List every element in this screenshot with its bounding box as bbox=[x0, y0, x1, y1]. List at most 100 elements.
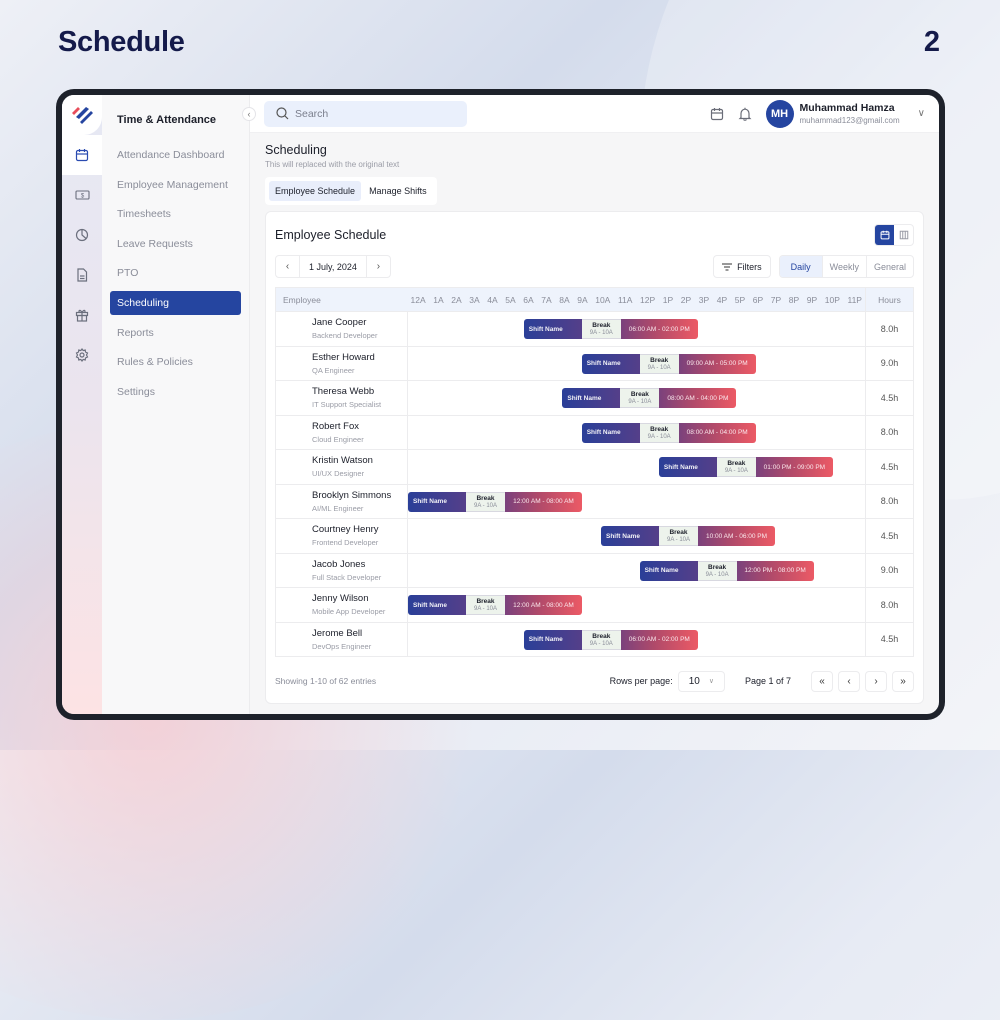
table-row[interactable]: Kristin Watson UI/UX Designer Shift Name… bbox=[275, 449, 914, 484]
rail-documents[interactable] bbox=[62, 255, 102, 295]
section-subtitle: This will replaced with the original tex… bbox=[265, 160, 400, 169]
hour-label: 5P bbox=[734, 294, 746, 305]
table-row[interactable]: Robert Fox Cloud Engineer Shift Name Bre… bbox=[275, 415, 914, 450]
next-page-button[interactable]: › bbox=[865, 670, 887, 692]
hours-cell: 4.5h bbox=[865, 622, 914, 657]
employee-role: QA Engineer bbox=[312, 365, 355, 375]
prev-date-button[interactable]: ‹ bbox=[285, 261, 290, 272]
table-row[interactable]: Jane Cooper Backend Developer Shift Name… bbox=[275, 311, 914, 346]
calendar-icon bbox=[880, 230, 889, 240]
first-page-button[interactable]: « bbox=[811, 670, 833, 692]
shift-block[interactable]: Shift Name Break 9A - 10A 09:00 AM - 05:… bbox=[581, 353, 756, 374]
user-menu[interactable]: MH Muhammad Hamza muhammad123@gmail.com … bbox=[765, 99, 925, 128]
break-time: 9A - 10A bbox=[666, 537, 690, 543]
hour-label: 11P bbox=[847, 294, 862, 305]
rail-calendar[interactable] bbox=[62, 135, 102, 175]
filters-button[interactable]: Filters bbox=[713, 255, 771, 278]
shift-block[interactable]: Shift Name Break 9A - 10A 08:00 AM - 04:… bbox=[562, 388, 737, 408]
table-row[interactable]: Theresa Webb IT Support Specialist Shift… bbox=[275, 380, 914, 415]
table-row[interactable]: Esther Howard QA Engineer Shift Name Bre… bbox=[275, 346, 914, 381]
hours-cell: 9.0h bbox=[865, 553, 914, 588]
employee-role: Full Stack Developer bbox=[312, 572, 382, 582]
current-date[interactable]: 1 July, 2024 bbox=[299, 256, 367, 277]
calendar-icon bbox=[710, 107, 723, 120]
shift-block[interactable]: Shift Name Break 9A - 10A 06:00 AM - 02:… bbox=[523, 629, 698, 650]
break-label: Break bbox=[476, 598, 495, 605]
shift-break: Break 9A - 10A bbox=[620, 388, 660, 408]
shift-block[interactable]: Shift Name Break 9A - 10A 12:00 PM - 08:… bbox=[639, 560, 814, 581]
tab-manage-shifts[interactable]: Manage Shifts bbox=[369, 186, 427, 196]
shift-block[interactable]: Shift Name Break 9A - 10A 06:00 AM - 02:… bbox=[523, 319, 698, 339]
tab-bar: Employee Schedule Manage Shifts bbox=[265, 177, 437, 205]
employee-name: Brooklyn Simmons bbox=[312, 489, 392, 501]
hour-label: 6P bbox=[752, 294, 764, 305]
device-frame: $ Time & Attendance ‹ Attendance Dashboa… bbox=[56, 89, 945, 720]
sidebar-item-reports[interactable]: Reports bbox=[117, 326, 154, 339]
search-box[interactable] bbox=[264, 100, 467, 127]
table-row[interactable]: Courtney Henry Frontend Developer Shift … bbox=[275, 518, 914, 553]
table-row[interactable]: Jacob Jones Full Stack Developer Shift N… bbox=[275, 553, 914, 588]
app-logo[interactable] bbox=[62, 95, 102, 135]
rail-reports[interactable] bbox=[62, 215, 102, 255]
timeline-cell: Shift Name Break 9A - 10A 08:00 AM - 04:… bbox=[408, 415, 866, 450]
sidebar-item-employee-management[interactable]: Employee Management bbox=[117, 178, 228, 191]
card-title: Employee Schedule bbox=[275, 228, 387, 242]
prev-page-button[interactable]: ‹ bbox=[838, 670, 860, 692]
content: Scheduling This will replaced with the o… bbox=[250, 133, 939, 714]
rail-benefits[interactable] bbox=[62, 295, 102, 335]
range-daily[interactable]: Daily bbox=[779, 256, 822, 277]
collapse-sidebar-button[interactable]: ‹ bbox=[242, 107, 256, 121]
sidebar-item-timesheets[interactable]: Timesheets bbox=[117, 208, 171, 221]
rail-payroll[interactable]: $ bbox=[62, 175, 102, 215]
next-date-button[interactable]: › bbox=[376, 261, 381, 272]
user-email: muhammad123@gmail.com bbox=[799, 116, 900, 125]
table-row[interactable]: Brooklyn Simmons AI/ML Engineer Shift Na… bbox=[275, 484, 914, 519]
table-row[interactable]: Jerome Bell DevOps Engineer Shift Name B… bbox=[275, 622, 914, 657]
bell-icon bbox=[738, 107, 751, 121]
table-footer: Showing 1-10 of 62 entries Rows per page… bbox=[275, 659, 914, 703]
shift-block[interactable]: Shift Name Break 9A - 10A 01:00 PM - 09:… bbox=[658, 457, 833, 477]
employee-cell: Courtney Henry Frontend Developer bbox=[275, 518, 408, 553]
last-page-button[interactable]: » bbox=[892, 670, 914, 692]
sidebar-item-pto[interactable]: PTO bbox=[117, 267, 139, 280]
shift-block[interactable]: Shift Name Break 9A - 10A 10:00 AM - 06:… bbox=[601, 526, 775, 546]
hour-label: 10A bbox=[595, 294, 611, 305]
gift-icon bbox=[75, 309, 89, 322]
sidebar-item-leave-requests[interactable]: Leave Requests bbox=[117, 237, 193, 250]
shift-name: Shift Name bbox=[644, 567, 679, 574]
calendar-view-button[interactable] bbox=[875, 225, 894, 245]
rows-per-page-select[interactable]: 10 ∨ bbox=[677, 670, 725, 692]
chevron-down-icon[interactable]: ∨ bbox=[917, 108, 925, 119]
schedule-card: Employee Schedule ‹ bbox=[265, 211, 924, 704]
employee-name: Jane Cooper bbox=[312, 317, 367, 329]
hour-label: 5A bbox=[505, 294, 516, 305]
rail-settings[interactable] bbox=[62, 335, 102, 375]
search-input[interactable] bbox=[295, 107, 455, 120]
sidebar-item-attendance-dashboard[interactable]: Attendance Dashboard bbox=[117, 149, 225, 161]
column-view-button[interactable] bbox=[894, 225, 913, 245]
shift-name: Shift Name bbox=[528, 636, 563, 643]
employee-cell: Brooklyn Simmons AI/ML Engineer bbox=[275, 484, 408, 519]
tab-employee-schedule[interactable]: Employee Schedule bbox=[269, 181, 362, 201]
sidebar-item-settings[interactable]: Settings bbox=[117, 385, 155, 398]
gear-icon bbox=[75, 348, 89, 362]
shift-block[interactable]: Shift Name Break 9A - 10A 08:00 AM - 04:… bbox=[581, 422, 756, 443]
sidebar-item-scheduling[interactable]: Scheduling bbox=[110, 290, 241, 315]
hour-label: 4A bbox=[487, 294, 498, 305]
break-label: Break bbox=[592, 322, 611, 329]
break-label: Break bbox=[650, 425, 669, 433]
hours-cell: 4.5h bbox=[865, 518, 914, 553]
shift-block[interactable]: Shift Name Break 9A - 10A 12:00 AM - 08:… bbox=[408, 595, 582, 615]
shift-block[interactable]: Shift Name Break 9A - 10A 12:00 AM - 08:… bbox=[408, 491, 582, 512]
timeline-cell: Shift Name Break 9A - 10A 12:00 AM - 08:… bbox=[408, 484, 866, 519]
table-row[interactable]: Jenny Wilson Mobile App Developer Shift … bbox=[275, 587, 914, 622]
notifications-button[interactable] bbox=[738, 107, 752, 121]
filters-label: Filters bbox=[737, 261, 762, 272]
employee-cell: Kristin Watson UI/UX Designer bbox=[275, 449, 408, 484]
sidebar-item-rules-policies[interactable]: Rules & Policies bbox=[117, 356, 193, 369]
range-general[interactable]: General bbox=[865, 256, 913, 277]
calendar-button[interactable] bbox=[710, 107, 724, 121]
break-time: 9A - 10A bbox=[589, 640, 613, 647]
shift-time: 01:00 PM - 09:00 PM bbox=[763, 463, 826, 471]
range-weekly[interactable]: Weekly bbox=[821, 256, 866, 277]
